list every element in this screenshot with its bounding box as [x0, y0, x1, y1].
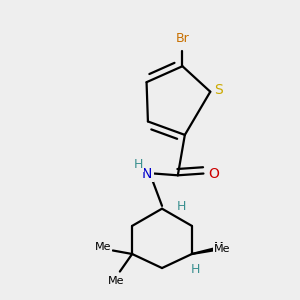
Text: Me: Me [108, 276, 124, 286]
Text: O: O [208, 167, 219, 181]
Text: H: H [191, 263, 200, 276]
Text: Me: Me [95, 242, 112, 252]
Text: Me: Me [214, 244, 230, 254]
Text: H: H [134, 158, 143, 171]
Text: N: N [142, 167, 152, 181]
Text: S: S [214, 83, 222, 97]
Text: Me: Me [214, 242, 230, 252]
Text: H: H [177, 200, 186, 213]
Text: Br: Br [176, 32, 189, 45]
